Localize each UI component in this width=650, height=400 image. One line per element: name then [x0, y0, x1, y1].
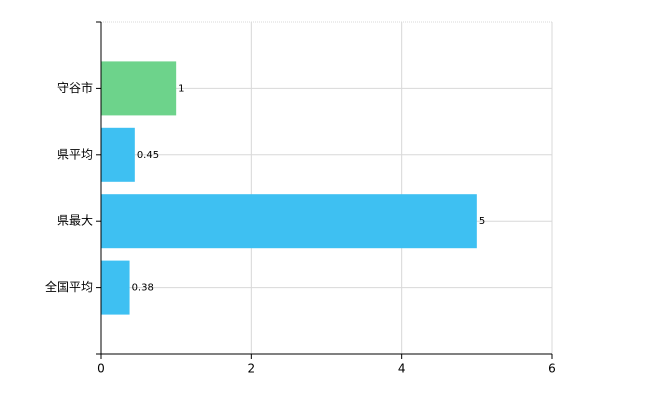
y-tick-label: 全国平均 [45, 279, 93, 294]
bar [101, 260, 130, 315]
y-tick-label: 守谷市 [57, 80, 93, 95]
value-label: 1 [178, 83, 184, 94]
x-tick-label: 0 [97, 362, 105, 376]
y-tick-label: 県平均 [57, 147, 93, 161]
bar [101, 194, 477, 249]
x-tick-label: 4 [398, 362, 406, 376]
value-label: 5 [479, 216, 485, 227]
x-tick-label: 6 [548, 362, 556, 376]
y-tick-label: 県最大 [57, 214, 93, 228]
value-label: 0.45 [137, 150, 159, 161]
bar [101, 61, 177, 116]
bar [101, 127, 135, 182]
value-label: 0.38 [132, 283, 154, 294]
x-tick-label: 2 [248, 362, 256, 376]
